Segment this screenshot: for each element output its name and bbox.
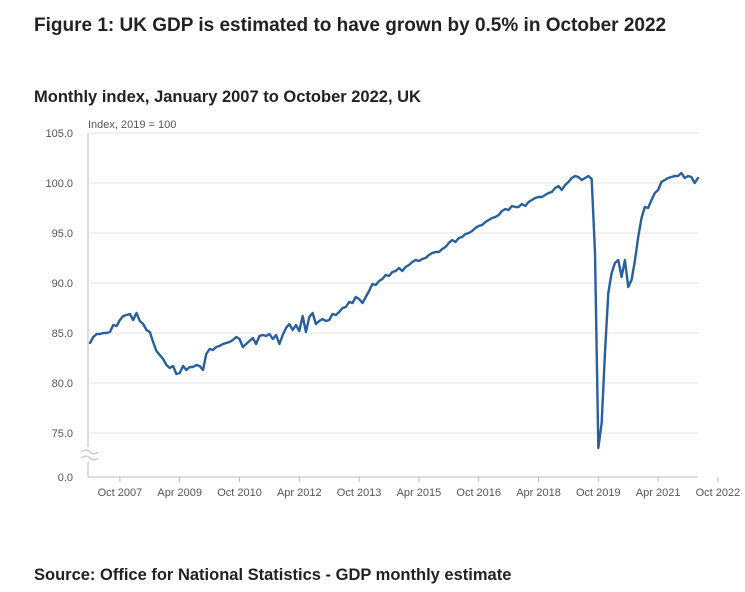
x-tick-label: Oct 2016 [456, 487, 501, 499]
series-lines [88, 171, 700, 450]
y-tick-label: 90.0 [52, 278, 73, 290]
y-tick-label: 95.0 [52, 228, 73, 240]
x-tick-label: Apr 2015 [397, 487, 442, 499]
y-tick-label: 75.0 [52, 428, 73, 440]
y-tick-label: 105.0 [45, 128, 73, 140]
x-tick-labels: Oct 2007 Apr 2009 Oct 2010 Apr 2012 Oct 2013… [98, 487, 741, 499]
chart-subtitle: Monthly index, January 2007 to October 2… [34, 88, 421, 106]
chart-title: Figure 1: UK GDP is estimated to have gr… [34, 15, 667, 36]
x-tick-label: Apr 2021 [636, 487, 681, 499]
axis-break-mark-lower [81, 455, 99, 461]
axis-break-mark-upper [81, 449, 99, 455]
axes [81, 133, 719, 482]
x-tick-label: Apr 2012 [277, 487, 322, 499]
x-tick-label: Oct 2007 [98, 487, 143, 499]
x-tick-label: Apr 2018 [516, 487, 561, 499]
grid-lines [90, 132, 698, 434]
x-tick-label: Oct 2022 [696, 487, 741, 499]
y-tick-label: 85.0 [52, 328, 73, 340]
x-tick-label: Apr 2009 [157, 487, 202, 499]
y-tick-labels: 105.0 100.0 95.0 90.0 85.0 80.0 75.0 0.0 [45, 128, 73, 484]
source-note: Source: Office for National Statistics -… [34, 566, 512, 584]
series-line-gdp-index [88, 171, 700, 450]
x-tick-label: Oct 2019 [576, 487, 621, 499]
x-tick-label: Oct 2013 [337, 487, 382, 499]
y-tick-label: 0.0 [58, 472, 73, 484]
y-tick-label: 80.0 [52, 378, 73, 390]
x-tick-label: Oct 2010 [217, 487, 262, 499]
y-tick-label: 100.0 [45, 178, 73, 190]
y-unit-label: Index, 2019 = 100 [88, 119, 176, 131]
